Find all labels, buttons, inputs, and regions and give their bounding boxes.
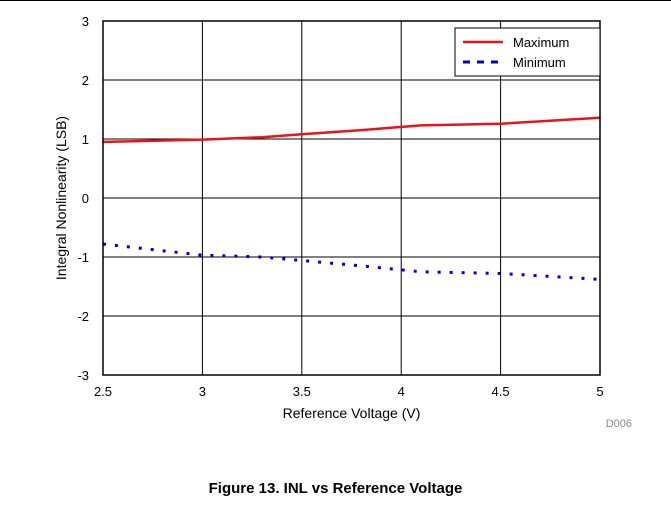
x-tick-label: 3	[199, 384, 206, 399]
legend-box	[454, 27, 601, 77]
inl-chart: 2.5 3 3.5 4 4.5 5 -3 -2 -1 0 1 2 3 Reference Voltage…	[53, 14, 632, 430]
x-tick-label: 4	[398, 384, 405, 399]
x-tick-label: 2.5	[94, 384, 112, 399]
figure-caption: Figure 13. INL vs Reference Voltage	[208, 480, 463, 497]
legend-label-minimum: Minimum	[513, 55, 566, 70]
y-tick-label: 2	[82, 73, 89, 88]
top-rule	[0, 0, 671, 1]
series-layer	[102, 116, 601, 281]
y-tick-label: 3	[82, 14, 89, 29]
y-tick-label: 0	[82, 191, 89, 206]
x-axis-label: Reference Voltage (V)	[283, 405, 421, 421]
y-tick-label: -1	[77, 250, 89, 265]
tick-labels: 2.5 3 3.5 4 4.5 5 -3 -2 -1 0 1 2 3	[77, 14, 603, 399]
series-line-maximum	[102, 116, 601, 144]
legend: Maximum Minimum	[454, 27, 601, 77]
y-axis-label: Integral Nonlinearity (LSB)	[53, 116, 69, 280]
x-tick-label: 4.5	[492, 384, 510, 399]
y-tick-label: -3	[77, 368, 89, 383]
figure-code: D006	[606, 418, 632, 430]
x-tick-label: 5	[596, 384, 603, 399]
x-tick-label: 3.5	[293, 384, 311, 399]
series-line-minimum	[102, 242, 601, 281]
legend-label-maximum: Maximum	[513, 35, 569, 50]
y-tick-label: 1	[82, 132, 89, 147]
plot-frame	[102, 20, 601, 376]
y-tick-label: -2	[77, 309, 89, 324]
